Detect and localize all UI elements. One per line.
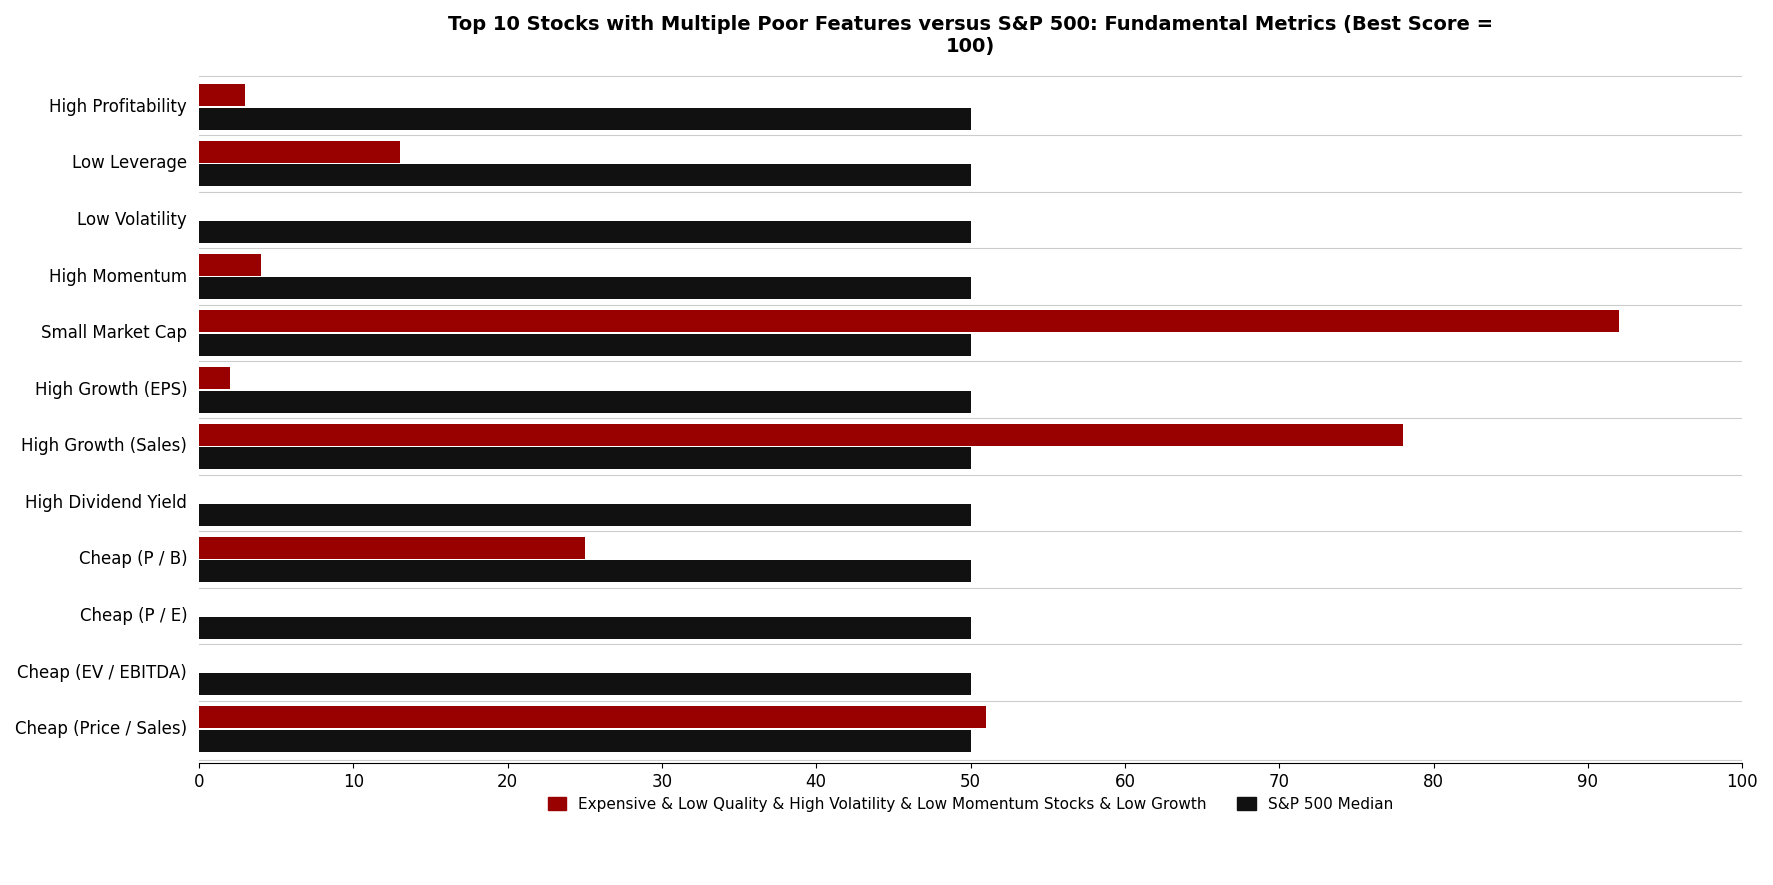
Bar	[199, 706, 986, 728]
Bar	[199, 254, 261, 276]
Bar	[199, 141, 399, 163]
Bar	[199, 536, 585, 558]
Bar	[199, 390, 970, 412]
Bar	[199, 617, 970, 639]
Bar	[199, 277, 970, 299]
Bar	[199, 334, 970, 356]
Bar	[199, 447, 970, 469]
Bar	[199, 367, 230, 389]
Bar	[199, 730, 970, 752]
Bar	[199, 164, 970, 186]
Bar	[199, 504, 970, 526]
Bar	[199, 220, 970, 242]
Bar	[199, 424, 1402, 445]
Bar	[199, 108, 970, 129]
Bar	[199, 84, 245, 106]
Legend: Expensive & Low Quality & High Volatility & Low Momentum Stocks & Low Growth, S&: Expensive & Low Quality & High Volatilit…	[543, 790, 1399, 818]
Title: Top 10 Stocks with Multiple Poor Features versus S&P 500: Fundamental Metrics (B: Top 10 Stocks with Multiple Poor Feature…	[449, 15, 1493, 56]
Bar	[199, 311, 1619, 333]
Bar	[199, 560, 970, 582]
Bar	[199, 673, 970, 696]
